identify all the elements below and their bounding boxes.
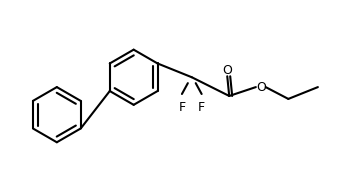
Text: O: O [222, 64, 232, 77]
Text: O: O [256, 81, 266, 94]
Text: F: F [198, 101, 205, 114]
Text: F: F [178, 101, 186, 114]
